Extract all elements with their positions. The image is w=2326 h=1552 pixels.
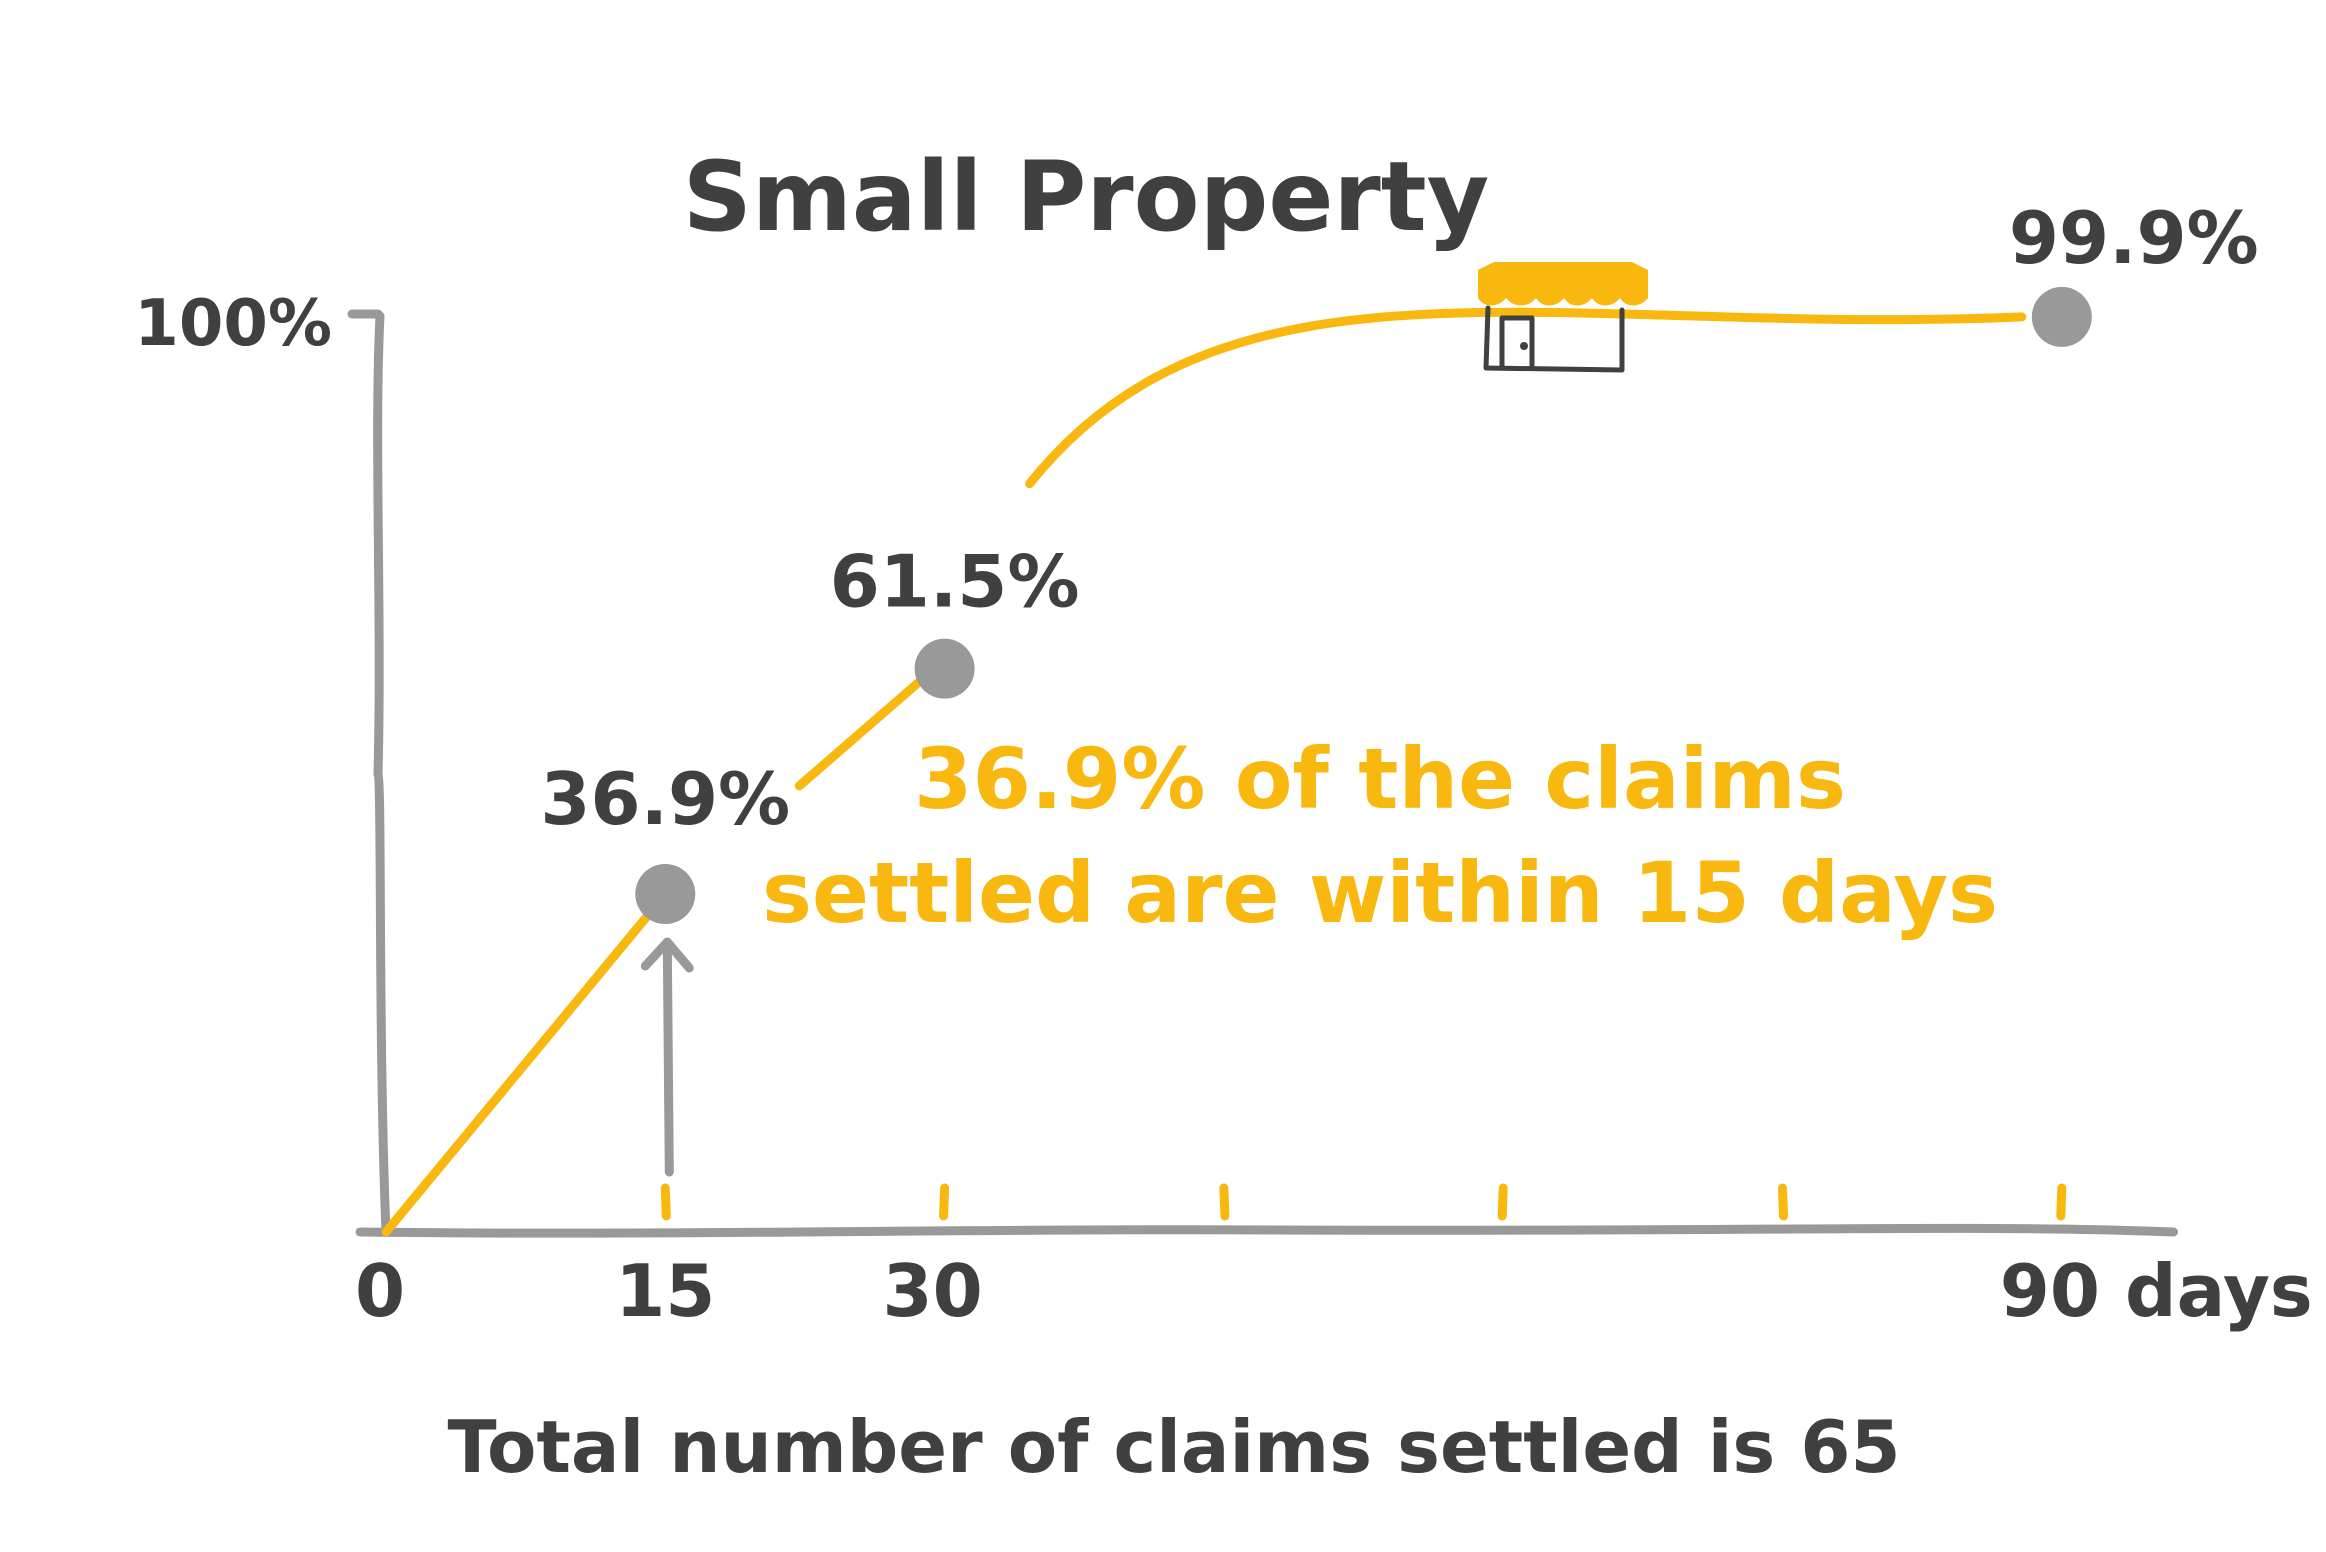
data-point: [635, 863, 696, 924]
x-tick-mark: [1778, 1183, 1788, 1221]
series-line: [381, 307, 2027, 1237]
arrow-head: [640, 937, 694, 973]
x-tick-mark: [660, 1183, 671, 1221]
shop-door: [1499, 315, 1535, 369]
x-tick-label-0: 0: [355, 1249, 405, 1333]
x-tick-label-90-days: 90 days: [2000, 1249, 2313, 1333]
x-tick-mark: [939, 1183, 950, 1221]
data-label-30-days: 61.5%: [830, 540, 1080, 624]
series-segment: [794, 676, 926, 791]
series-segment: [1025, 307, 2027, 489]
shop-door-knob: [1520, 342, 1528, 350]
data-point: [914, 638, 975, 699]
shop-awning: [1478, 262, 1648, 306]
axes: [347, 309, 2179, 1238]
x-tick-label-15: 15: [615, 1249, 715, 1333]
chart-title: Small Property: [683, 141, 1489, 253]
x-tick-label-30: 30: [882, 1249, 982, 1333]
arrow-shaft: [662, 941, 674, 1177]
series-segment: [381, 899, 662, 1237]
x-axis: [355, 1223, 2179, 1238]
annotation: 36.9% of the claims settled are within 1…: [762, 730, 1998, 942]
data-label-15-days: 36.9%: [540, 757, 790, 841]
x-tick-marks: [660, 1183, 2067, 1221]
data-labels: 36.9% 61.5% 99.9%: [540, 196, 2258, 841]
shop-icon: [1478, 262, 1648, 373]
x-tick-mark: [2056, 1183, 2067, 1221]
data-point: [2031, 286, 2092, 347]
chart-footnote: Total number of claims settled is 65: [447, 1405, 1900, 1489]
y-axis: [373, 311, 391, 1237]
shop-body: [1483, 305, 1625, 373]
annotation-line-1: 36.9% of the claims: [914, 730, 1846, 828]
data-label-90-days: 99.9%: [2009, 196, 2259, 280]
x-tick-labels: 0 15 30 90 days: [355, 1249, 2313, 1333]
x-tick-mark: [1497, 1183, 1508, 1221]
x-tick-mark: [1219, 1183, 1230, 1221]
arrow-up-icon: [640, 937, 694, 1177]
y-tick-label-100: 100%: [134, 287, 332, 361]
annotation-line-2: settled are within 15 days: [762, 844, 1998, 942]
data-points: [635, 286, 2092, 924]
